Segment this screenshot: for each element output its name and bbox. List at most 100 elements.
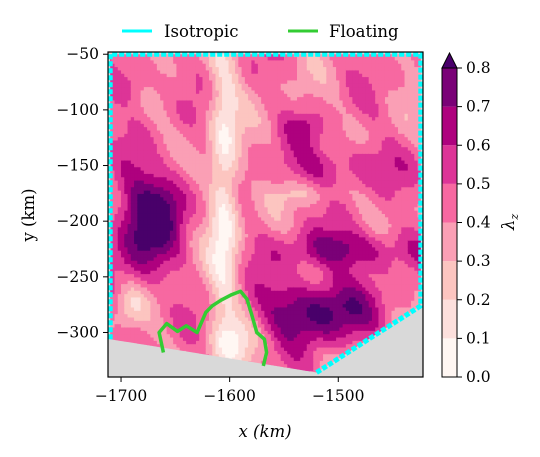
contour-cell bbox=[176, 196, 181, 201]
contour-cell bbox=[222, 326, 226, 331]
contour-cell bbox=[192, 203, 197, 208]
contour-cell bbox=[160, 203, 164, 208]
contour-cell bbox=[166, 313, 171, 318]
contour-cell bbox=[153, 166, 158, 171]
contour-cell bbox=[215, 146, 220, 151]
contour-cell bbox=[202, 276, 207, 281]
contour-cell bbox=[231, 99, 236, 104]
contour-cell bbox=[189, 300, 194, 305]
contour-cell bbox=[215, 96, 220, 101]
contour-cell bbox=[225, 263, 230, 268]
contour-cell bbox=[209, 106, 213, 111]
contour-cell bbox=[251, 133, 256, 138]
contour-cell bbox=[209, 63, 213, 68]
contour-cell bbox=[222, 353, 226, 358]
contour-cell bbox=[137, 316, 142, 321]
contour-cell bbox=[143, 206, 148, 211]
contour-cell bbox=[228, 96, 233, 101]
contour-cell bbox=[160, 190, 164, 194]
contour-cell bbox=[137, 240, 142, 245]
contour-cell bbox=[264, 266, 269, 271]
contour-cell bbox=[254, 176, 259, 181]
contour-cell bbox=[166, 336, 171, 341]
contour-cell bbox=[257, 336, 262, 341]
contour-cell bbox=[202, 79, 207, 84]
contour-cell bbox=[218, 333, 223, 338]
contour-cell bbox=[235, 89, 239, 94]
contour-cell bbox=[134, 116, 138, 121]
contour-cell bbox=[218, 69, 223, 74]
contour-cell bbox=[176, 293, 181, 298]
contour-cell bbox=[270, 343, 275, 348]
contour-cell bbox=[179, 226, 184, 231]
contour-cell bbox=[124, 126, 129, 131]
contour-cell bbox=[134, 106, 138, 111]
contour-cell bbox=[248, 286, 252, 291]
contour-cell bbox=[189, 193, 194, 198]
contour-cell bbox=[244, 79, 249, 84]
contour-cell bbox=[261, 216, 266, 221]
contour-cell bbox=[156, 250, 161, 255]
contour-cell bbox=[110, 290, 112, 295]
contour-cell bbox=[248, 190, 252, 194]
contour-cell bbox=[117, 79, 122, 84]
contour-cell bbox=[163, 320, 168, 325]
contour-cell bbox=[169, 96, 174, 101]
contour-cell bbox=[251, 333, 256, 338]
contour-cell bbox=[205, 260, 210, 265]
contour-cell bbox=[137, 306, 142, 311]
contour-cell bbox=[173, 216, 178, 221]
contour-cell bbox=[218, 230, 223, 235]
contour-cell bbox=[127, 266, 132, 271]
contour-cell bbox=[160, 153, 164, 158]
contour-cell bbox=[244, 156, 249, 161]
contour-cell bbox=[121, 133, 125, 138]
contour-cell bbox=[143, 213, 148, 218]
contour-cell bbox=[257, 290, 262, 295]
contour-cell bbox=[186, 273, 191, 278]
contour-cell bbox=[111, 166, 116, 171]
contour-cell bbox=[248, 129, 252, 134]
contour-cell bbox=[215, 273, 220, 278]
contour-cell bbox=[225, 253, 230, 258]
contour-cell bbox=[127, 300, 132, 305]
contour-cell bbox=[251, 76, 256, 81]
contour-cell bbox=[153, 143, 158, 148]
contour-cell bbox=[134, 236, 138, 241]
contour-cell bbox=[114, 169, 119, 174]
contour-cell bbox=[248, 206, 252, 211]
contour-cell bbox=[270, 223, 275, 228]
contour-cell bbox=[212, 293, 217, 298]
contour-cell bbox=[156, 303, 161, 308]
contour-cell bbox=[264, 153, 269, 158]
contour-cell bbox=[251, 136, 256, 141]
contour-cell bbox=[215, 166, 220, 171]
contour-cell bbox=[202, 136, 207, 141]
contour-cell bbox=[124, 103, 129, 108]
contour-cell bbox=[176, 76, 181, 81]
contour-cell bbox=[195, 336, 200, 341]
contour-cell bbox=[114, 273, 119, 278]
contour-cell bbox=[127, 270, 132, 275]
contour-cell bbox=[189, 200, 194, 204]
contour-cell bbox=[124, 266, 129, 271]
contour-cell bbox=[257, 183, 262, 188]
contour-cell bbox=[212, 336, 217, 341]
contour-cell bbox=[261, 113, 266, 118]
contour-cell bbox=[238, 63, 243, 68]
contour-cell bbox=[218, 233, 223, 238]
contour-cell bbox=[270, 123, 275, 128]
contour-cell bbox=[163, 183, 168, 188]
contour-cell bbox=[134, 330, 138, 335]
contour-cell bbox=[147, 273, 151, 278]
contour-cell bbox=[215, 63, 220, 68]
contour-cell bbox=[111, 306, 116, 311]
contour-cell bbox=[147, 293, 151, 298]
contour-cell bbox=[150, 159, 155, 164]
contour-cell bbox=[140, 143, 145, 148]
contour-cell bbox=[166, 233, 171, 238]
contour-cell bbox=[222, 310, 226, 315]
contour-cell bbox=[264, 240, 269, 245]
contour-cell bbox=[212, 323, 217, 328]
contour-cell bbox=[163, 256, 168, 261]
